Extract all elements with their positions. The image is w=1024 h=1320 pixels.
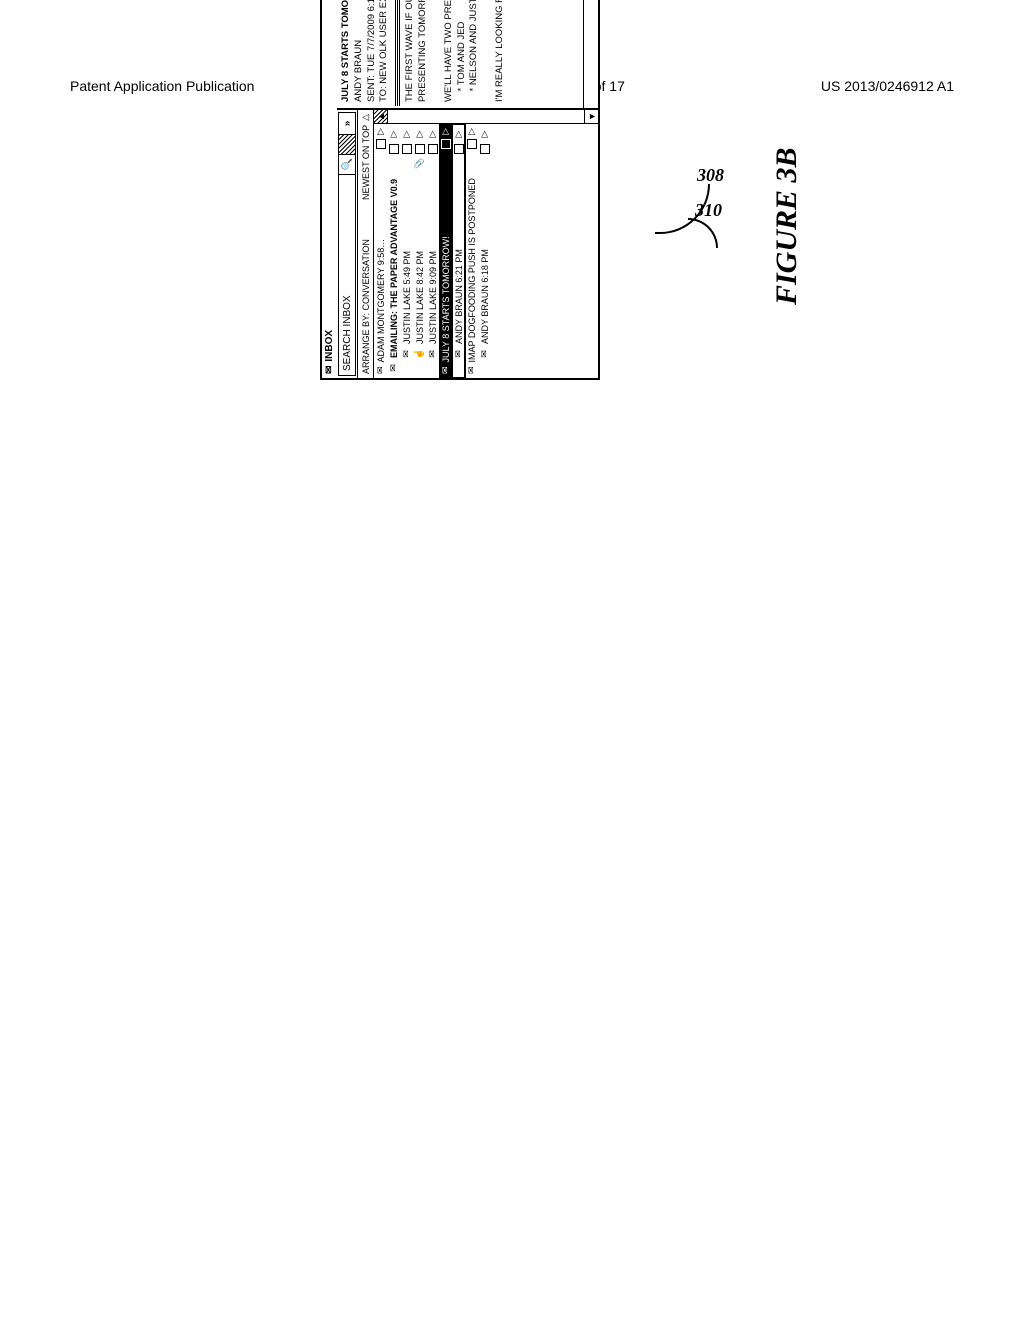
scroll-up-icon[interactable]: ▲	[374, 110, 388, 123]
envelope-icon: ✉	[388, 362, 399, 374]
pub-right: US 2013/0246912 A1	[821, 78, 954, 94]
inbox-title-bar: ✉ INBOX	[322, 0, 337, 378]
envelope-icon: ✉	[401, 348, 412, 360]
checkbox[interactable]	[467, 139, 477, 149]
flag-icon[interactable]: ▷	[427, 128, 438, 140]
sort-arrow-icon: △	[360, 114, 371, 121]
conversation-subject: ADAM MONTGOMERY 9:58…	[376, 153, 386, 363]
callout-line	[688, 218, 718, 248]
message-row[interactable]: ✉ JUSTIN LAKE 9:09 PM ▷	[426, 124, 439, 378]
message-list: ▲ ▼ ✉ADAM MONTGOMERY 9:58…▷✉EMAILING: TH…	[374, 110, 598, 378]
message-text: ANDY BRAUN 6:21 PM	[454, 158, 464, 344]
envelope-icon: ☝	[414, 348, 425, 360]
arrange-row[interactable]: ARRANGE BY: CONVERSATION NEWEST ON TOP △	[357, 110, 374, 378]
arrange-label: ARRANGE BY: CONVERSATION	[361, 239, 371, 374]
message-text: JUSTIN LAKE 8:42 PM	[415, 173, 425, 344]
message-row[interactable]: ✉ EMAILING: THE PAPER ADVANTAGE V0.9 ▷	[387, 124, 400, 378]
pub-left: Patent Application Publication	[70, 78, 254, 94]
paperclip-icon: 📎	[414, 158, 425, 169]
message-row[interactable]: ☝ JUSTIN LAKE 8:42 PM 📎 ▷	[413, 124, 426, 378]
envelope-icon: ✉	[427, 348, 438, 360]
message-sent: SENT: TUE 7/7/2009 6:18 PM	[366, 0, 379, 102]
flag-icon[interactable]: ▷	[414, 128, 425, 140]
conversation-subject: JULY 8 STARTS TOMORROW!	[441, 153, 451, 363]
message-text: EMAILING: THE PAPER ADVANTAGE V0.9	[389, 158, 399, 358]
checkbox[interactable]	[376, 139, 386, 149]
flag-icon[interactable]: ▷	[375, 128, 386, 135]
conversation-header[interactable]: ✉ JULY 8 STARTS TOMORROW! ▷	[439, 124, 452, 378]
flag-icon[interactable]: ▷	[440, 128, 451, 135]
checkbox[interactable]	[428, 144, 438, 154]
message-subject: JULY 8 STARTS TOMORROW!	[340, 0, 353, 102]
checkbox[interactable]	[454, 144, 464, 154]
body-line: THE FIRST WAVE IF OUR JULY 8 CHALLENGE P…	[404, 0, 430, 102]
checkbox[interactable]	[402, 144, 412, 154]
message-header: JULY 8 STARTS TOMORROW! ANDY BRAUN SENT:…	[337, 0, 394, 108]
list-scrollbar[interactable]: ▲ ▼	[374, 110, 598, 124]
search-input[interactable]: SEARCH INBOX	[339, 175, 355, 375]
figure-label: FIGURE 3B	[770, 147, 804, 305]
body-line: * TOM AND JED	[456, 0, 469, 102]
status-bar: 7/7/2009 10:47PM	[583, 0, 598, 108]
message-from: ANDY BRAUN	[353, 0, 366, 102]
body-line: * NELSON AND JUSTIN LAKE	[468, 0, 481, 102]
search-row: SEARCH INBOX 🔍 »	[338, 112, 356, 376]
envelope-icon: ✉	[453, 348, 464, 360]
message-text: JUSTIN LAKE 9:09 PM	[428, 158, 438, 344]
message-list-pane: SEARCH INBOX 🔍 » ARRANGE BY: CONVERSATIO…	[337, 108, 598, 378]
conversation-subject: IMAP DOGFOODING PUSH IS POSTPONED	[467, 153, 477, 363]
flag-icon[interactable]: ▷	[401, 128, 412, 140]
flag-icon[interactable]: ▷	[388, 128, 399, 140]
conversation-header[interactable]: ✉ IMAP DOGFOODING PUSH IS POSTPONED ▷	[465, 124, 478, 378]
search-icon[interactable]: 🔍	[339, 155, 355, 175]
message-row[interactable]: ✉ JUSTIN LAKE 5:49 PM ▷	[400, 124, 413, 378]
flag-icon[interactable]: ▷	[453, 128, 464, 140]
envelope-icon: ✉	[375, 366, 386, 374]
message-text: ANDY BRAUN 6:18 PM	[480, 158, 490, 344]
message-row[interactable]: ✉ ANDY BRAUN 6:21 PM ▷	[452, 124, 465, 378]
email-client-window: ✉ INBOX SEARCH INBOX 🔍 » ARRANGE BY: CON…	[320, 0, 600, 380]
sort-label: NEWEST ON TOP	[361, 125, 371, 200]
body-line: I'M REALLY LOOKING FORWARD TO THE	[494, 0, 507, 102]
message-body: 📎 ✕ THE FIRST WAVE IF OUR JULY 8 CHALLEN…	[400, 0, 583, 108]
message-text: JUSTIN LAKE 5:49 PM	[402, 158, 412, 344]
message-to: TO: NEW OLK USER EXPERIENCE PROJECT	[378, 0, 391, 102]
checkbox[interactable]	[480, 144, 490, 154]
checkbox[interactable]	[415, 144, 425, 154]
pin-icon[interactable]	[339, 135, 355, 155]
inbox-title: INBOX	[324, 330, 335, 362]
checkbox[interactable]	[441, 139, 451, 149]
body-line: WE'LL HAVE TWO PRESENTATIONS:	[443, 0, 456, 102]
flag-icon[interactable]: ▷	[466, 128, 477, 135]
body-line	[430, 0, 443, 102]
message-row[interactable]: ✉ ANDY BRAUN 6:18 PM ▷	[478, 124, 491, 378]
envelope-icon: ✉	[479, 348, 490, 360]
inbox-icon: ✉	[324, 366, 335, 374]
conversation-header[interactable]: ✉ ADAM MONTGOMERY 9:58… ▷	[374, 124, 387, 378]
envelope-icon: ✉	[466, 366, 477, 374]
callout-308: 308	[697, 165, 724, 186]
body-line	[481, 0, 494, 102]
expand-chevron-icon[interactable]: »	[339, 113, 355, 135]
reading-pane: ▴ ▾ JULY 8 STARTS TOMORROW! ANDY BRAUN S…	[337, 0, 598, 108]
flag-icon[interactable]: ▷	[479, 128, 490, 140]
checkbox[interactable]	[389, 144, 399, 154]
envelope-icon: ✉	[440, 366, 451, 374]
scroll-down-icon[interactable]: ▼	[584, 110, 598, 123]
